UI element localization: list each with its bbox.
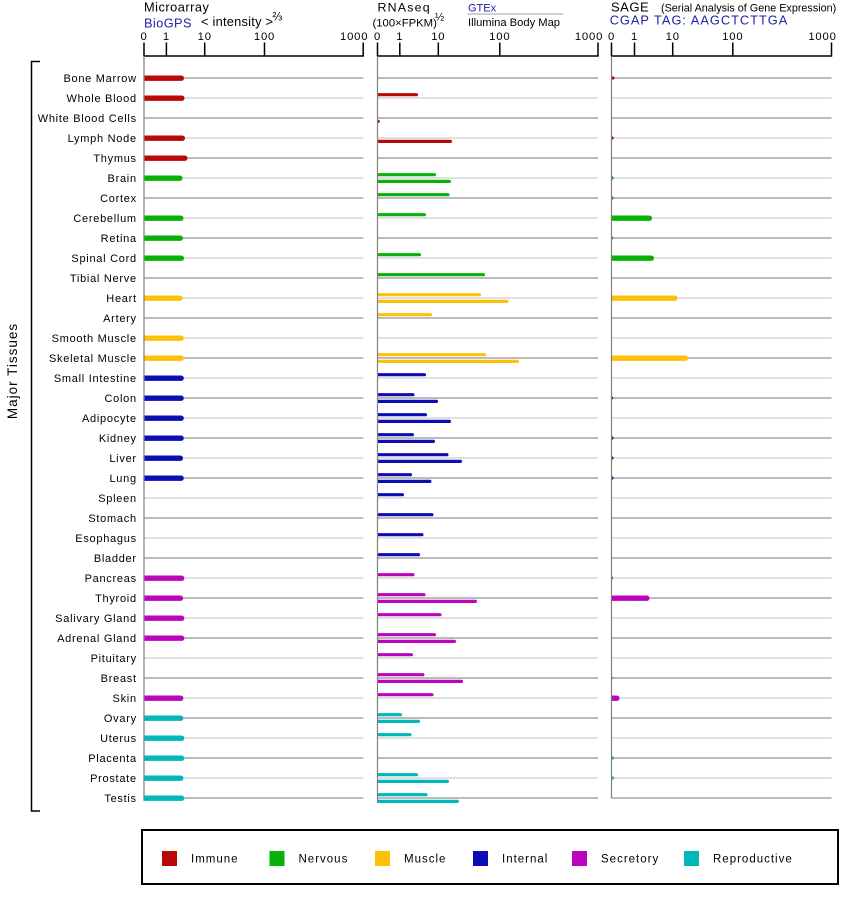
svg-text:0: 0 bbox=[608, 31, 615, 43]
svg-text:Uterus: Uterus bbox=[100, 733, 137, 745]
svg-text:White Blood Cells: White Blood Cells bbox=[38, 113, 137, 125]
svg-text:1000: 1000 bbox=[808, 31, 836, 43]
svg-text:Small Intestine: Small Intestine bbox=[54, 373, 137, 385]
svg-text:Heart: Heart bbox=[106, 293, 137, 305]
svg-text:10: 10 bbox=[198, 31, 212, 43]
svg-text:Lung: Lung bbox=[109, 473, 136, 485]
svg-text:Spleen: Spleen bbox=[98, 493, 137, 505]
svg-text:Artery: Artery bbox=[103, 313, 137, 325]
svg-text:100: 100 bbox=[254, 31, 275, 43]
svg-text:(100×FPKM): (100×FPKM) bbox=[373, 18, 438, 30]
svg-text:Adrenal Gland: Adrenal Gland bbox=[57, 633, 137, 645]
svg-text:Liver: Liver bbox=[109, 453, 136, 465]
svg-text:100: 100 bbox=[722, 31, 743, 43]
svg-text:Kidney: Kidney bbox=[99, 433, 137, 445]
svg-text:Reproductive: Reproductive bbox=[713, 854, 793, 866]
svg-text:100: 100 bbox=[489, 31, 510, 43]
svg-text:Pancreas: Pancreas bbox=[85, 573, 137, 585]
svg-text:Pituitary: Pituitary bbox=[91, 653, 137, 665]
svg-text:Smooth Muscle: Smooth Muscle bbox=[52, 333, 137, 345]
svg-text:Tibial Nerve: Tibial Nerve bbox=[70, 273, 137, 285]
svg-text:Nervous: Nervous bbox=[299, 854, 349, 866]
svg-text:Bone Marrow: Bone Marrow bbox=[63, 73, 136, 85]
svg-text:Salivary Gland: Salivary Gland bbox=[55, 613, 137, 625]
svg-text:Internal: Internal bbox=[502, 854, 548, 866]
svg-text:1: 1 bbox=[396, 31, 403, 43]
svg-text:RNAseq: RNAseq bbox=[378, 1, 431, 15]
svg-text:Skin: Skin bbox=[113, 693, 137, 705]
svg-text:1: 1 bbox=[163, 31, 170, 43]
svg-text:⅔: ⅔ bbox=[273, 12, 283, 24]
svg-text:Testis: Testis bbox=[104, 793, 136, 805]
svg-text:Brain: Brain bbox=[108, 173, 137, 185]
svg-text:Adipocyte: Adipocyte bbox=[82, 413, 137, 425]
svg-text:Microarray: Microarray bbox=[144, 0, 210, 15]
svg-text:Secretory: Secretory bbox=[601, 854, 659, 866]
svg-text:Esophagus: Esophagus bbox=[75, 533, 137, 545]
svg-text:1000: 1000 bbox=[575, 31, 603, 43]
svg-text:Skeletal Muscle: Skeletal Muscle bbox=[49, 353, 137, 365]
svg-text:Lymph Node: Lymph Node bbox=[68, 133, 137, 145]
svg-text:Stomach: Stomach bbox=[88, 513, 136, 525]
svg-text:Whole Blood: Whole Blood bbox=[67, 93, 137, 105]
svg-text:10: 10 bbox=[431, 31, 445, 43]
svg-text:Colon: Colon bbox=[104, 393, 136, 405]
svg-text:Breast: Breast bbox=[101, 673, 137, 685]
svg-text:Prostate: Prostate bbox=[90, 773, 137, 785]
svg-text:Muscle: Muscle bbox=[404, 854, 446, 866]
svg-text:BioGPS: BioGPS bbox=[144, 16, 192, 31]
svg-text:Cortex: Cortex bbox=[100, 193, 137, 205]
svg-text:½: ½ bbox=[435, 12, 444, 24]
svg-text:1: 1 bbox=[631, 31, 638, 43]
svg-text:Thyroid: Thyroid bbox=[95, 593, 137, 605]
svg-text:(Serial Analysis of Gene Expre: (Serial Analysis of Gene Expression) bbox=[661, 3, 836, 15]
svg-text:Cerebellum: Cerebellum bbox=[73, 213, 136, 225]
svg-text:Retina: Retina bbox=[101, 233, 137, 245]
svg-text:Bladder: Bladder bbox=[94, 553, 137, 565]
svg-text:0: 0 bbox=[140, 31, 147, 43]
svg-text:< intensity >: < intensity > bbox=[201, 14, 273, 29]
svg-text:Spinal Cord: Spinal Cord bbox=[71, 253, 136, 265]
svg-text:SAGE: SAGE bbox=[611, 0, 649, 15]
svg-text:Placenta: Placenta bbox=[88, 753, 137, 765]
svg-text:Ovary: Ovary bbox=[104, 713, 137, 725]
svg-text:CGAP TAG: AAGCTCTTGA: CGAP TAG: AAGCTCTTGA bbox=[610, 13, 789, 28]
svg-text:10: 10 bbox=[666, 31, 680, 43]
svg-text:GTEx: GTEx bbox=[468, 3, 497, 15]
svg-text:1000: 1000 bbox=[340, 31, 368, 43]
svg-text:Illumina Body Map: Illumina Body Map bbox=[468, 17, 560, 29]
svg-text:Thymus: Thymus bbox=[93, 153, 136, 165]
svg-text:Major Tissues: Major Tissues bbox=[5, 323, 20, 419]
svg-text:0: 0 bbox=[374, 31, 381, 43]
svg-text:Immune: Immune bbox=[191, 854, 239, 866]
